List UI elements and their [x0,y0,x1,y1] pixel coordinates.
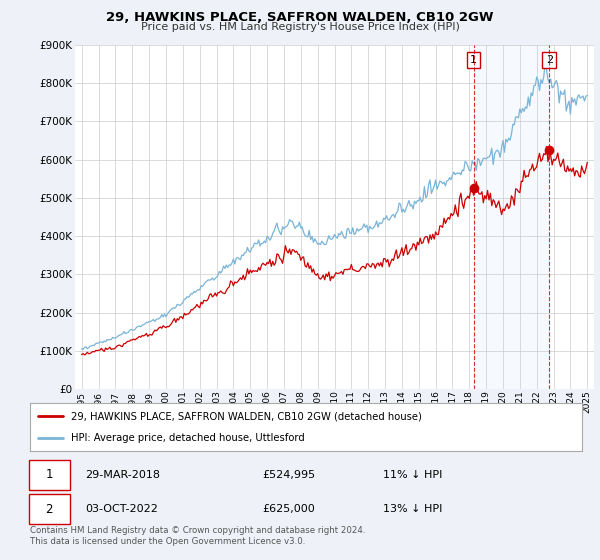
Text: 29-MAR-2018: 29-MAR-2018 [85,470,160,480]
Text: 29, HAWKINS PLACE, SAFFRON WALDEN, CB10 2GW (detached house): 29, HAWKINS PLACE, SAFFRON WALDEN, CB10 … [71,411,422,421]
Text: Contains HM Land Registry data © Crown copyright and database right 2024.
This d: Contains HM Land Registry data © Crown c… [30,526,365,546]
Text: 11% ↓ HPI: 11% ↓ HPI [383,470,443,480]
Text: £625,000: £625,000 [262,504,314,514]
Bar [473,45,550,389]
Text: 29, HAWKINS PLACE, SAFFRON WALDEN, CB10 2GW: 29, HAWKINS PLACE, SAFFRON WALDEN, CB10 … [106,11,494,24]
Text: 03-OCT-2022: 03-OCT-2022 [85,504,158,514]
Text: Price paid vs. HM Land Registry's House Price Index (HPI): Price paid vs. HM Land Registry's House … [140,22,460,32]
Text: 13% ↓ HPI: 13% ↓ HPI [383,504,443,514]
Text: 1: 1 [470,55,477,65]
FancyBboxPatch shape [29,494,70,524]
Text: HPI: Average price, detached house, Uttlesford: HPI: Average price, detached house, Uttl… [71,433,305,443]
Text: 1: 1 [46,468,53,481]
FancyBboxPatch shape [29,460,70,490]
Text: 2: 2 [46,502,53,516]
Text: 2: 2 [546,55,553,65]
Text: £524,995: £524,995 [262,470,315,480]
